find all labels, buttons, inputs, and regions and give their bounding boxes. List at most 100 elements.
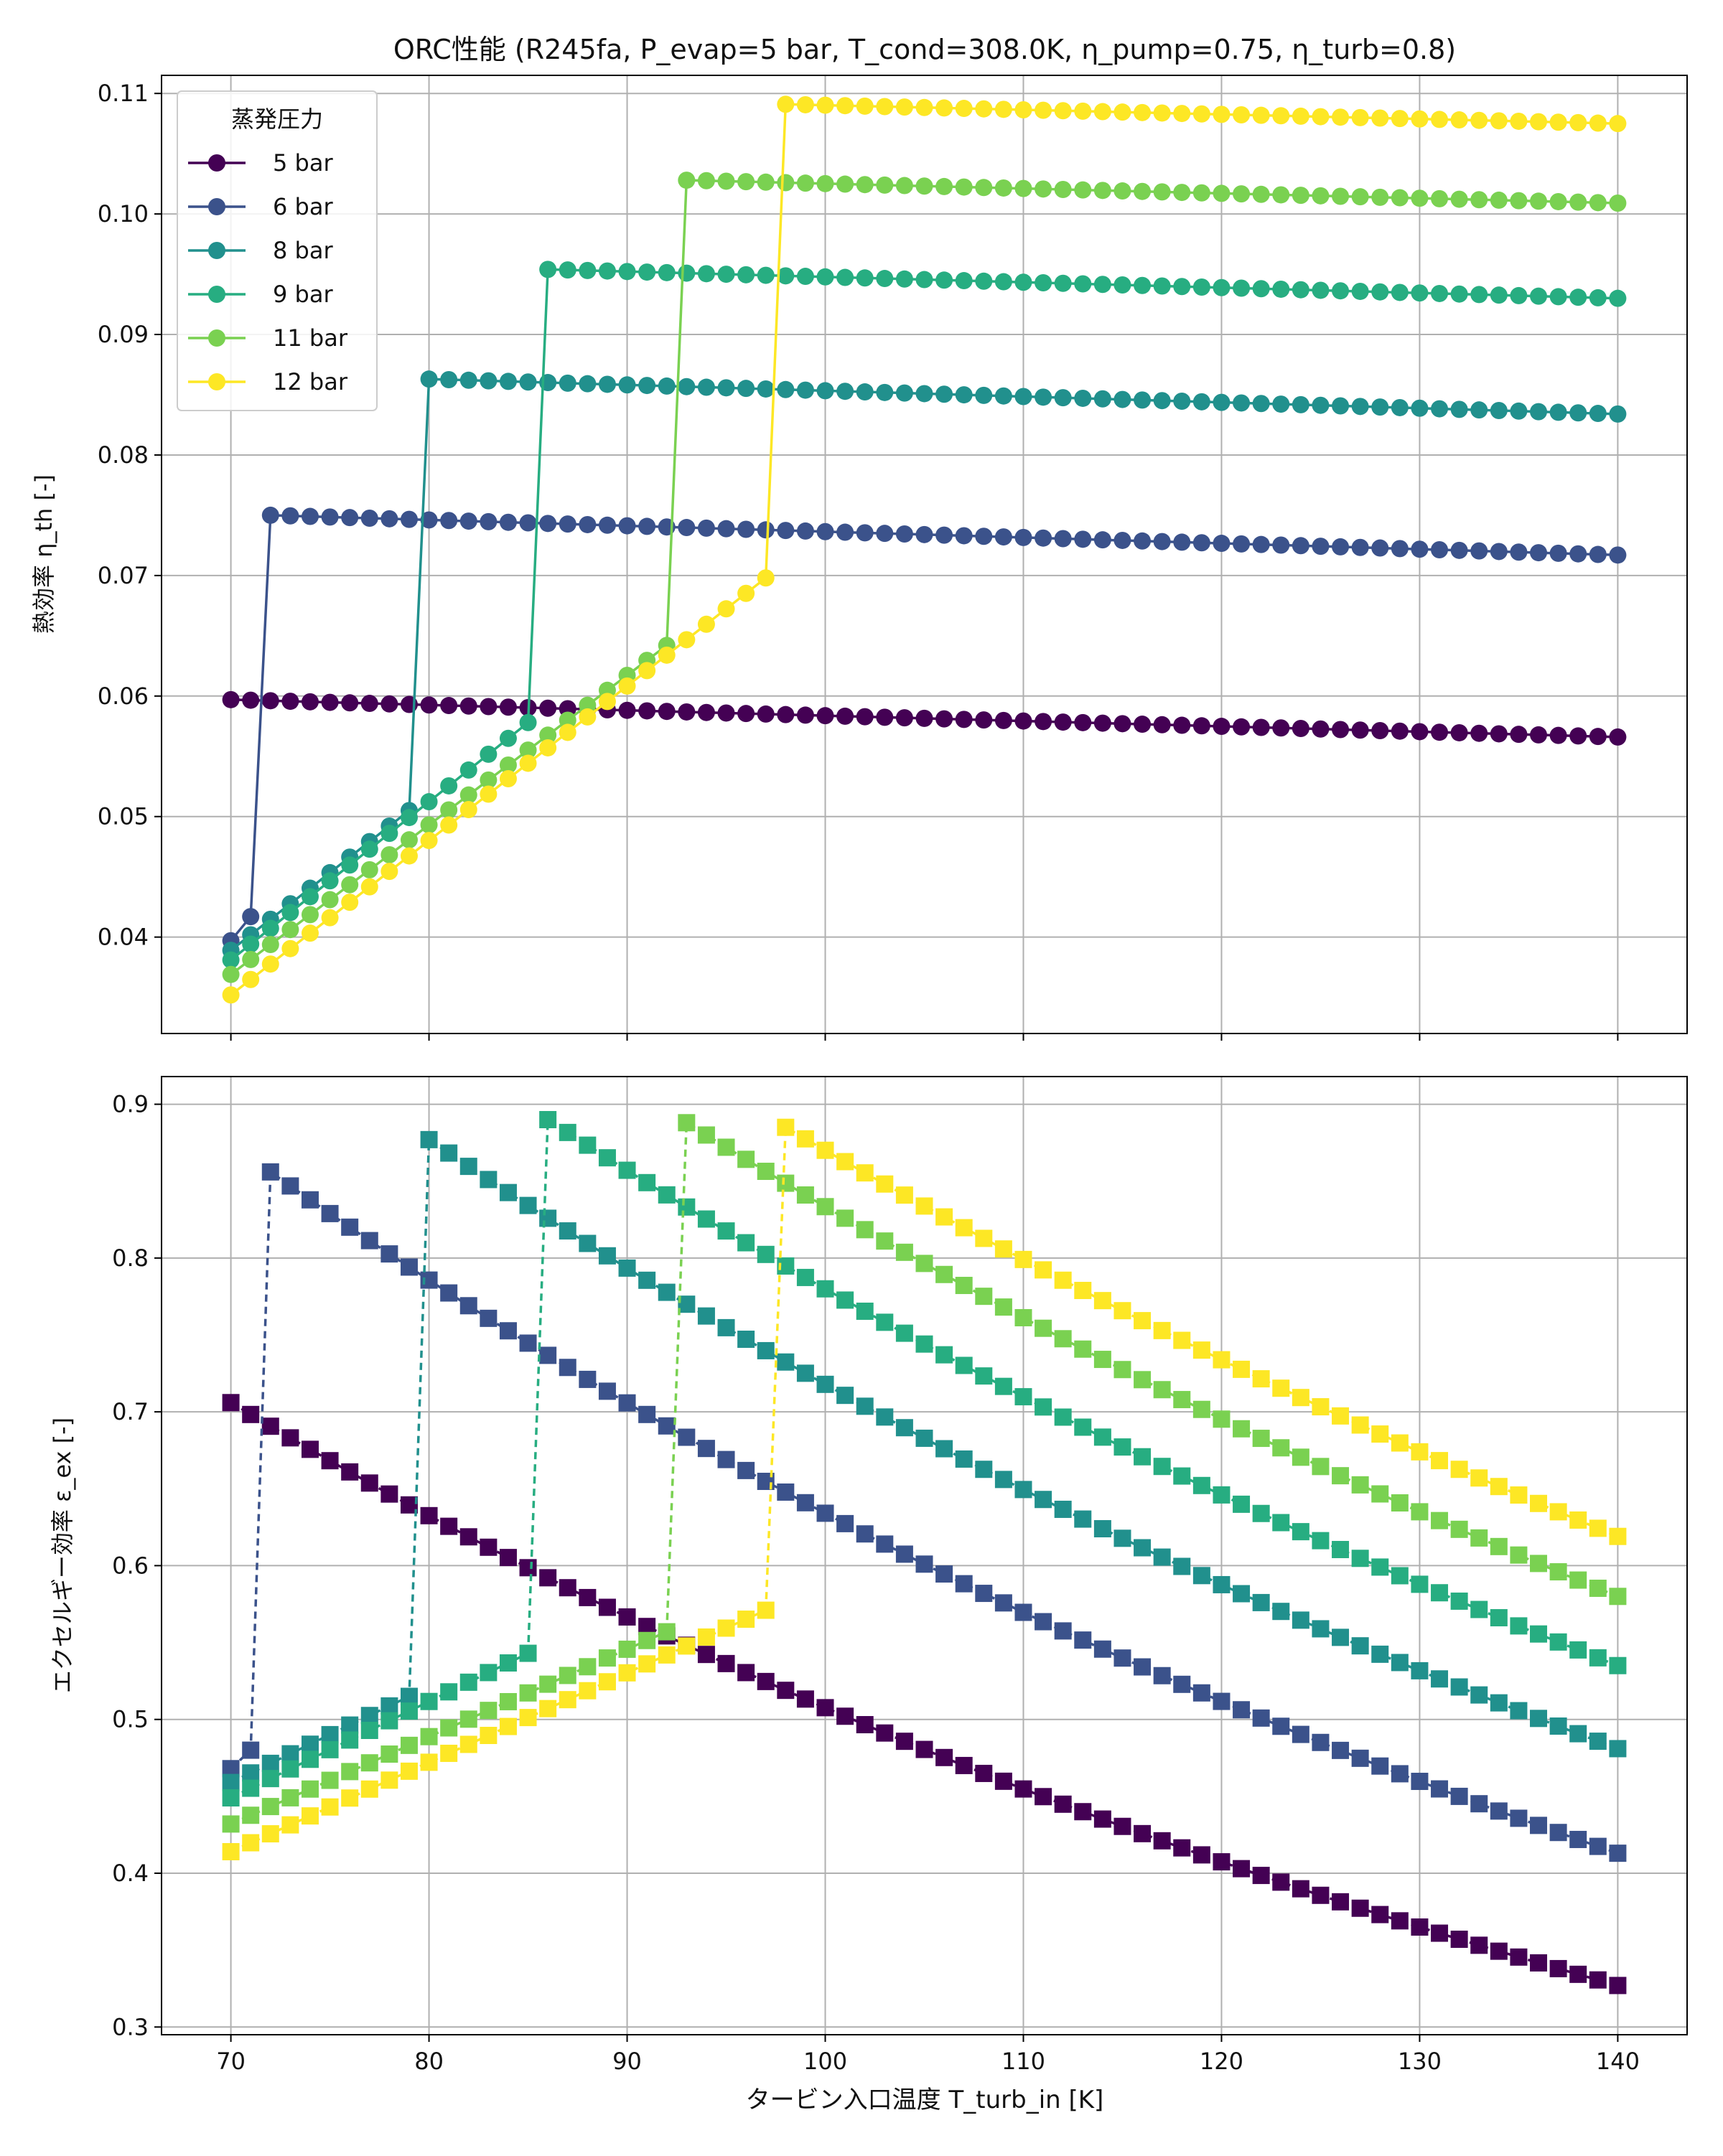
data-point: [321, 909, 339, 927]
data-point: [222, 986, 240, 1004]
data-point: [1153, 716, 1171, 733]
data-point: [222, 1773, 240, 1791]
data-point: [737, 1330, 755, 1348]
data-point: [717, 1222, 735, 1240]
data-point: [856, 524, 874, 542]
data-point: [975, 272, 993, 290]
data-point: [1549, 1717, 1567, 1735]
data-point: [777, 1483, 795, 1501]
y-ticks-bottom: 0.3 0.4 0.5 0.6 0.7 0.8 0.9: [112, 1091, 162, 2040]
data-point: [360, 840, 378, 858]
data-point: [777, 1118, 795, 1136]
data-point: [1470, 542, 1488, 560]
data-point: [994, 1240, 1012, 1258]
x-tick-label: 110: [1001, 2048, 1045, 2075]
data-point: [499, 1717, 517, 1735]
data-point: [1332, 187, 1350, 205]
data-point: [499, 756, 517, 774]
data-point: [1450, 190, 1468, 208]
data-point: [717, 172, 735, 190]
data-point: [360, 1780, 378, 1798]
data-point: [1113, 1817, 1131, 1835]
data-point: [1530, 1710, 1548, 1728]
data-point: [1134, 1371, 1152, 1389]
data-point: [1074, 1282, 1092, 1300]
data-point: [1074, 1418, 1092, 1436]
data-point: [1035, 1491, 1052, 1509]
data-point: [796, 1130, 814, 1148]
data-point: [360, 1232, 378, 1250]
data-point: [678, 631, 696, 649]
data-point: [638, 517, 656, 535]
data-point: [1371, 1757, 1389, 1775]
data-point: [380, 1245, 398, 1263]
y-tick-label: 0.08: [98, 441, 149, 469]
data-point: [459, 1673, 477, 1691]
data-point: [321, 1771, 339, 1789]
data-point: [1054, 389, 1072, 407]
data-point: [341, 1763, 359, 1781]
data-point: [638, 377, 656, 395]
data-point: [1252, 1370, 1270, 1388]
data-point: [876, 270, 894, 288]
legend-item: 5 bar: [188, 149, 333, 177]
legend-label: 9 bar: [273, 281, 333, 308]
data-point: [1113, 390, 1131, 408]
data-point: [796, 522, 814, 540]
data-point: [697, 1440, 715, 1458]
data-point: [1054, 530, 1072, 548]
data-point: [1093, 276, 1111, 294]
data-point: [697, 378, 715, 396]
x-ticks-top: [230, 1034, 1619, 1041]
data-point: [380, 695, 398, 713]
data-point: [598, 1382, 616, 1400]
data-point: [321, 693, 339, 711]
data-point: [1549, 544, 1567, 562]
data-point: [638, 1405, 656, 1423]
thermal-efficiency-panel: ORC性能 (R245fa, P_evap=5 bar, T_cond=308.…: [30, 34, 1688, 1041]
data-point: [876, 383, 894, 401]
data-point: [1391, 722, 1409, 740]
data-point: [1113, 182, 1131, 200]
data-point: [638, 263, 656, 281]
data-point: [420, 511, 438, 529]
data-point: [480, 771, 498, 789]
data-point: [301, 906, 319, 924]
data-point: [955, 386, 973, 404]
data-point: [1252, 1504, 1270, 1522]
data-point: [579, 1658, 597, 1676]
data-point: [1213, 535, 1231, 553]
x-tick-label: 130: [1398, 2048, 1442, 2075]
data-point: [1549, 1563, 1567, 1581]
data-point: [539, 726, 557, 744]
data-point: [1411, 1443, 1429, 1461]
data-point: [658, 1623, 676, 1641]
data-point: [400, 1762, 418, 1780]
data-point: [380, 863, 398, 881]
data-point: [1292, 1389, 1309, 1407]
legend-label: 5 bar: [273, 149, 333, 177]
data-point: [678, 378, 696, 395]
data-point: [242, 950, 260, 968]
data-point: [1530, 1817, 1548, 1834]
data-point: [1411, 399, 1429, 417]
data-point: [1411, 1773, 1429, 1791]
data-point: [1450, 111, 1468, 129]
data-point: [1371, 539, 1389, 557]
data-point: [281, 1429, 299, 1447]
data-point: [360, 1754, 378, 1772]
data-point: [1292, 720, 1309, 738]
data-point: [777, 95, 795, 113]
data-point: [1093, 1292, 1111, 1310]
legend-marker: [208, 198, 225, 215]
data-point: [519, 1196, 537, 1214]
data-point: [1035, 1319, 1052, 1337]
data-point: [242, 1779, 260, 1797]
data-point: [856, 708, 874, 726]
data-point: [1113, 1529, 1131, 1547]
data-point: [1192, 717, 1210, 735]
data-point: [1530, 113, 1548, 131]
data-point: [1272, 536, 1290, 554]
data-point: [658, 377, 676, 395]
data-point: [836, 1514, 854, 1532]
